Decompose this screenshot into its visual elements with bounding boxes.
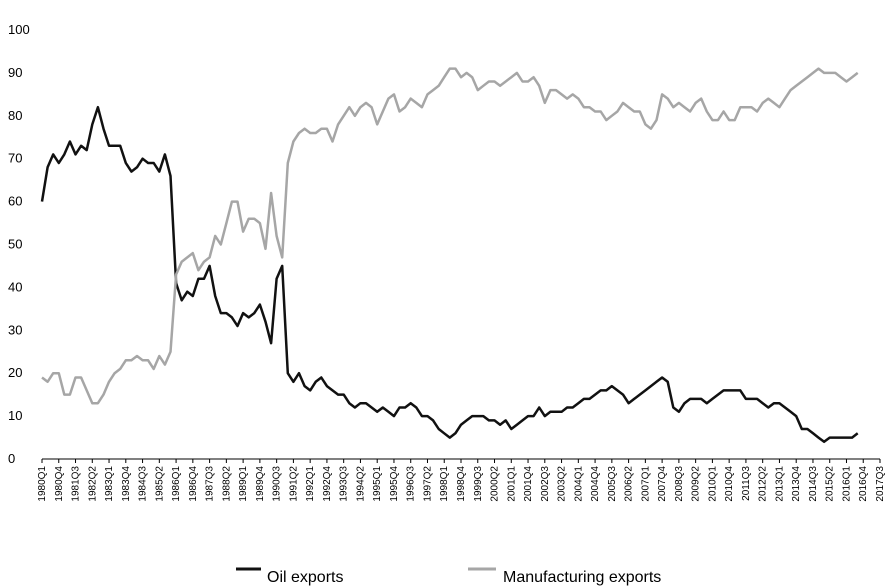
legend-label-oil-exports: Oil exports <box>267 569 343 586</box>
x-tick-label: 1992Q1 <box>305 466 316 502</box>
y-tick-label: 60 <box>8 194 22 209</box>
x-tick-label: 1998Q1 <box>439 466 450 502</box>
x-tick-label: 2010Q1 <box>707 466 718 502</box>
y-tick-label: 0 <box>8 451 15 466</box>
series-layer <box>40 67 859 444</box>
y-tick-label: 30 <box>8 322 22 337</box>
series-line-oil-exports <box>40 105 859 444</box>
x-tick-label: 2016Q1 <box>841 466 852 502</box>
x-tick-label: 1983Q1 <box>104 466 115 502</box>
x-tick-label: 1988Q2 <box>221 466 232 502</box>
x-tick-label: 2002Q3 <box>540 466 551 502</box>
x-axis: 1980Q1 1980Q4 1981Q3 1982Q2 1983Q1 1983Q4 1984… <box>37 458 886 502</box>
legend: Oil exports Manufacturing exports <box>236 567 661 586</box>
x-tick-label: 2011Q3 <box>741 466 752 501</box>
x-tick-label: 1984Q3 <box>138 466 149 502</box>
x-tick-label: 2015Q2 <box>825 466 836 502</box>
x-tick-label: 1982Q2 <box>87 466 98 502</box>
x-tick-label: 1992Q4 <box>322 466 333 502</box>
x-tick-label: 1998Q4 <box>456 466 467 502</box>
x-tick-label: 1983Q4 <box>121 466 132 502</box>
x-tick-label: 2014Q3 <box>808 466 819 502</box>
x-tick-label: 2005Q3 <box>607 466 618 502</box>
y-tick-label: 40 <box>8 279 22 294</box>
x-tick-label: 1995Q1 <box>372 466 383 502</box>
x-tick-label: 1996Q3 <box>406 466 417 502</box>
x-tick-label: 2009Q2 <box>691 466 702 502</box>
x-tick-label: 2017Q3 <box>875 466 886 502</box>
y-tick-label: 10 <box>8 408 22 423</box>
x-tick-label: 2016Q4 <box>858 466 869 502</box>
y-tick-label: 70 <box>8 151 22 166</box>
x-tick-label: 1980Q1 <box>37 466 48 502</box>
x-tick-label: 1993Q3 <box>339 466 350 502</box>
x-tick-label: 2004Q1 <box>573 466 584 502</box>
y-tick-label: 20 <box>8 365 22 380</box>
x-tick-label: 2012Q2 <box>758 466 769 502</box>
x-tick-label: 1987Q3 <box>205 466 216 502</box>
x-tick-label: 1991Q2 <box>288 466 299 502</box>
x-tick-label: 2000Q2 <box>490 466 501 502</box>
legend-label-manufacturing-exports: Manufacturing exports <box>503 569 661 586</box>
y-tick-label: 80 <box>8 108 22 123</box>
x-tick-label: 1990Q3 <box>272 466 283 502</box>
x-tick-label: 2013Q4 <box>791 466 802 502</box>
x-tick-label: 2008Q3 <box>674 466 685 502</box>
x-tick-label: 1989Q4 <box>255 466 266 502</box>
x-tick-label: 2007Q4 <box>657 466 668 502</box>
x-tick-label: 2001Q4 <box>523 466 534 502</box>
y-tick-label: 50 <box>8 237 22 252</box>
x-tick-label: 2003Q2 <box>557 466 568 502</box>
x-tick-label: 1981Q3 <box>71 466 82 502</box>
x-tick-label: 1995Q4 <box>389 466 400 502</box>
x-tick-label: 1986Q1 <box>171 466 182 502</box>
x-tick-label: 2007Q1 <box>640 466 651 502</box>
y-tick-label: 100 <box>8 22 30 37</box>
y-tick-label: 90 <box>8 65 22 80</box>
x-tick-label: 1980Q4 <box>54 466 65 502</box>
y-axis: 0 10 20 30 40 50 60 70 80 90 100 <box>8 22 30 466</box>
x-tick-label: 1994Q2 <box>355 466 366 502</box>
x-tick-label: 2001Q1 <box>506 466 517 502</box>
x-tick-label: 1989Q1 <box>238 466 249 502</box>
x-tick-label: 2006Q2 <box>624 466 635 502</box>
x-tick-label: 1986Q4 <box>188 466 199 502</box>
x-tick-label: 2013Q1 <box>774 466 785 502</box>
x-tick-label: 1985Q2 <box>154 466 165 502</box>
x-tick-label: 2004Q4 <box>590 466 601 502</box>
x-tick-label: 2010Q4 <box>724 466 735 502</box>
x-tick-label: 1997Q2 <box>422 466 433 502</box>
series-line-manufacturing-exports <box>41 67 859 405</box>
x-tick-label: 1999Q3 <box>473 466 484 502</box>
